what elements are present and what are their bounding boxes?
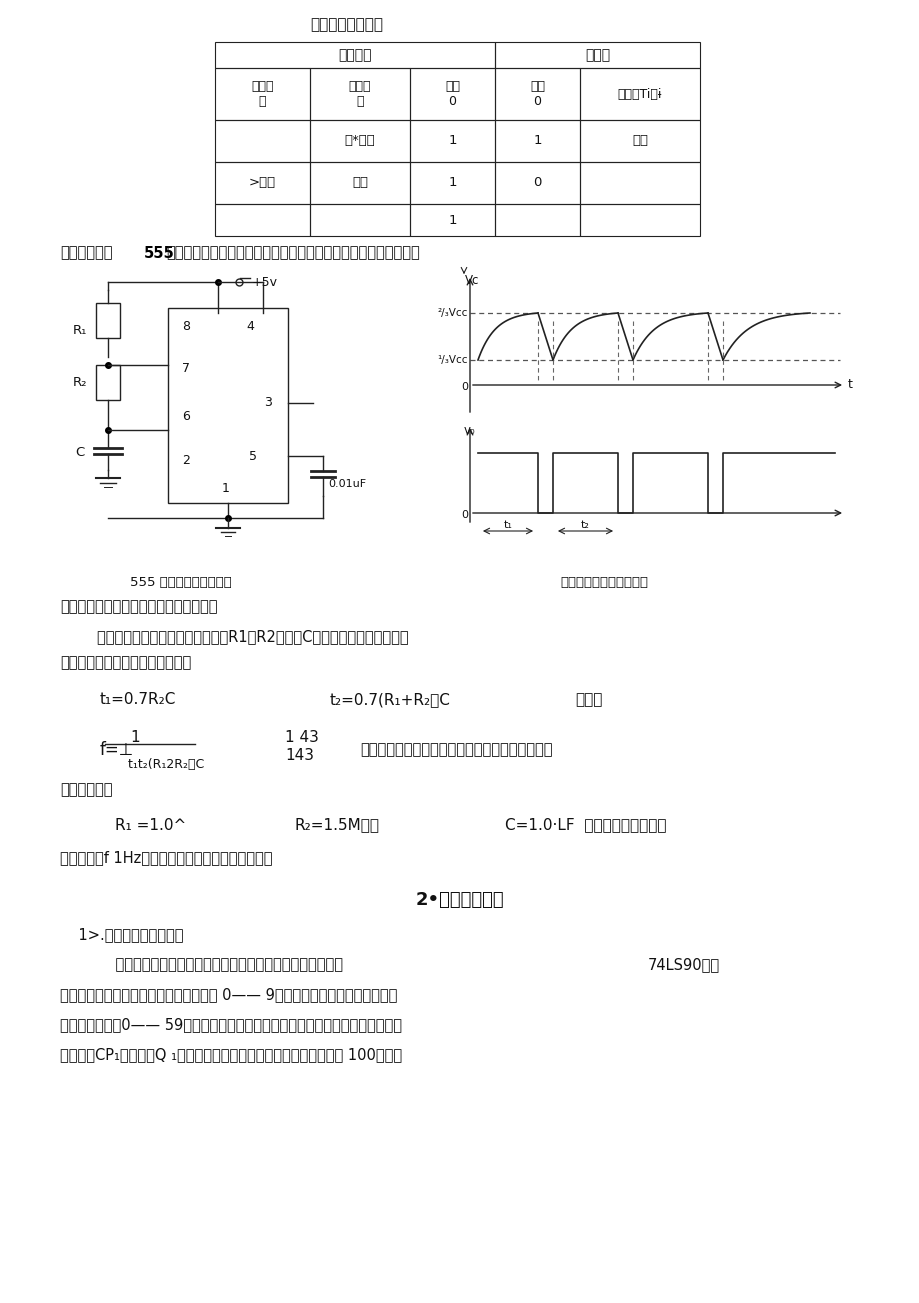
Bar <box>168 308 288 503</box>
Text: 则有：: 则有： <box>574 692 602 708</box>
Bar <box>96 365 119 400</box>
Bar <box>410 205 494 236</box>
Text: t₁: t₁ <box>503 520 512 530</box>
Text: 根据计算和我们这次所具有的组件可以得到如下一: 根据计算和我们这次所具有的组件可以得到如下一 <box>359 743 552 757</box>
Bar <box>410 162 494 205</box>
Text: t₂=0.7(R₁+R₂）C: t₂=0.7(R₁+R₂）C <box>330 692 450 708</box>
Bar <box>96 304 119 337</box>
Text: 0.01uF: 0.01uF <box>328 480 366 489</box>
Text: t₁=0.7R₂C: t₁=0.7R₂C <box>100 692 176 708</box>
Text: ＜*化亡: ＜*化亡 <box>345 134 375 147</box>
Text: 555: 555 <box>144 245 175 261</box>
Text: 输出
0: 输出 0 <box>529 79 544 108</box>
Text: 1 43: 1 43 <box>285 731 319 745</box>
Text: 0: 0 <box>460 382 468 392</box>
Bar <box>410 120 494 162</box>
Text: 多谐振荡电路的工作波形: 多谐振荡电路的工作波形 <box>560 576 647 589</box>
Text: 1: 1 <box>448 176 456 189</box>
Text: 2•计数器的设计: 2•计数器的设计 <box>415 891 504 909</box>
Bar <box>215 120 310 162</box>
Text: 0: 0 <box>533 176 541 189</box>
Bar <box>215 68 310 120</box>
Bar <box>310 120 410 162</box>
Text: t₁t₂(R₁2R₂）C: t₁t₂(R₁2R₂）C <box>100 757 204 770</box>
Text: 冯毗: 冯毗 <box>352 176 368 189</box>
Text: 1>.先按照方案一设计：: 1>.先按照方案一设计： <box>60 928 183 942</box>
Bar <box>579 68 699 120</box>
Bar <box>215 42 494 68</box>
Bar <box>310 205 410 236</box>
Text: 3: 3 <box>264 396 272 409</box>
Text: 计数器。对于分计时因为要求显示范围是 0—— 9，因此一块就可以完了，但是对: 计数器。对于分计时因为要求显示范围是 0—— 9，因此一块就可以完了，但是对 <box>60 988 397 1002</box>
Bar <box>494 205 579 236</box>
Bar <box>494 42 699 68</box>
Text: 1: 1 <box>448 214 456 227</box>
Text: Vc: Vc <box>464 274 479 287</box>
Text: v₀: v₀ <box>463 423 475 437</box>
Text: 输　　入: 输 入 <box>338 48 371 63</box>
Text: 定时器的内部结构和工作原理可以初步设计出以下多谐振荡电路：: 定时器的内部结构和工作原理可以初步设计出以下多谐振荡电路： <box>165 245 419 261</box>
Text: 1: 1 <box>130 731 140 745</box>
Bar <box>494 162 579 205</box>
Text: 触发输
入: 触发输 入 <box>348 79 371 108</box>
Bar <box>215 205 310 236</box>
Bar <box>494 68 579 120</box>
Text: R₂: R₂ <box>73 375 87 388</box>
Text: 放电管Ti导ɨ: 放电管Ti导ɨ <box>618 87 662 100</box>
Bar <box>410 68 494 120</box>
Text: 下面我们来计算电路里面的组件参数值：: 下面我们来计算电路里面的组件参数值： <box>60 599 217 615</box>
Text: 5: 5 <box>249 450 256 463</box>
Text: 1: 1 <box>221 482 230 495</box>
Text: t: t <box>847 378 852 391</box>
Text: 组组件参数：: 组组件参数： <box>60 783 112 797</box>
Text: 555 构成的多谐振荡电路: 555 构成的多谐振荡电路 <box>130 576 232 589</box>
Text: 6: 6 <box>182 409 189 422</box>
Text: 1: 1 <box>448 134 456 147</box>
Text: t₂: t₂ <box>581 520 589 530</box>
Text: >駅亡: >駅亡 <box>249 176 276 189</box>
Text: 根据前面的叙述可以知道，要完成分、秒的计时要用到三块: 根据前面的叙述可以知道，要完成分、秒的计时要用到三块 <box>60 958 343 972</box>
Text: ²/₃Vcc: ²/₃Vcc <box>437 308 468 318</box>
Text: 复位
0: 复位 0 <box>445 79 460 108</box>
Text: 143: 143 <box>285 748 313 764</box>
Text: R₁: R₁ <box>73 323 87 336</box>
Text: R₁ =1.0^: R₁ =1.0^ <box>115 817 186 833</box>
Bar <box>579 162 699 205</box>
Bar <box>310 162 410 205</box>
Text: 0: 0 <box>460 509 468 520</box>
Bar <box>494 120 579 162</box>
Text: 1: 1 <box>533 134 541 147</box>
Text: 其各自的CP₁接各自的Q ₁构成十进制计数器，而后再将两个并联构成 100进制的: 其各自的CP₁接各自的Q ₁构成十进制计数器，而后再将两个并联构成 100进制的 <box>60 1048 402 1062</box>
Text: 8: 8 <box>182 319 190 332</box>
Text: 根据以上关于: 根据以上关于 <box>60 245 112 261</box>
Text: 血首定时器功能表: 血首定时器功能表 <box>310 17 382 33</box>
Bar <box>215 162 310 205</box>
Text: 电路里需要确定的组件参数值有：R1、R2和电容C的值。根据电路的计算可: 电路里需要确定的组件参数值有：R1、R2和电容C的值。根据电路的计算可 <box>60 629 408 645</box>
Text: C=1.0·LF  此时根据已知公式计: C=1.0·LF 此时根据已知公式计 <box>505 817 665 833</box>
Bar <box>310 68 410 120</box>
Text: 截止: 截止 <box>631 134 647 147</box>
Bar <box>579 120 699 162</box>
Text: f=⊥: f=⊥ <box>100 741 134 760</box>
Text: 74LS90集成: 74LS90集成 <box>647 958 720 972</box>
Text: 阀值输
入: 阀值输 入 <box>251 79 274 108</box>
Text: 输　出: 输 出 <box>584 48 609 63</box>
Bar <box>579 205 699 236</box>
Text: C: C <box>75 446 85 459</box>
Text: 7: 7 <box>182 361 190 374</box>
Text: R₂=1.5M（】: R₂=1.5M（】 <box>295 817 380 833</box>
Text: 于秒显示范围是0—— 59，因此要两块才可以完成。在设计的时候每个计数器先让: 于秒显示范围是0—— 59，因此要两块才可以完成。在设计的时候每个计数器先让 <box>60 1018 402 1032</box>
Text: +5v: +5v <box>252 275 278 288</box>
Text: 2: 2 <box>182 453 189 466</box>
Text: ¹/₃Vcc: ¹/₃Vcc <box>437 354 468 365</box>
Text: 4: 4 <box>245 319 254 332</box>
Text: 以知道多谐振荡电路有如下特征：: 以知道多谐振荡电路有如下特征： <box>60 655 191 671</box>
Text: 算可以知道f 1Hz。整个标准秒振荡器就设计完了。: 算可以知道f 1Hz。整个标准秒振荡器就设计完了。 <box>60 851 272 865</box>
